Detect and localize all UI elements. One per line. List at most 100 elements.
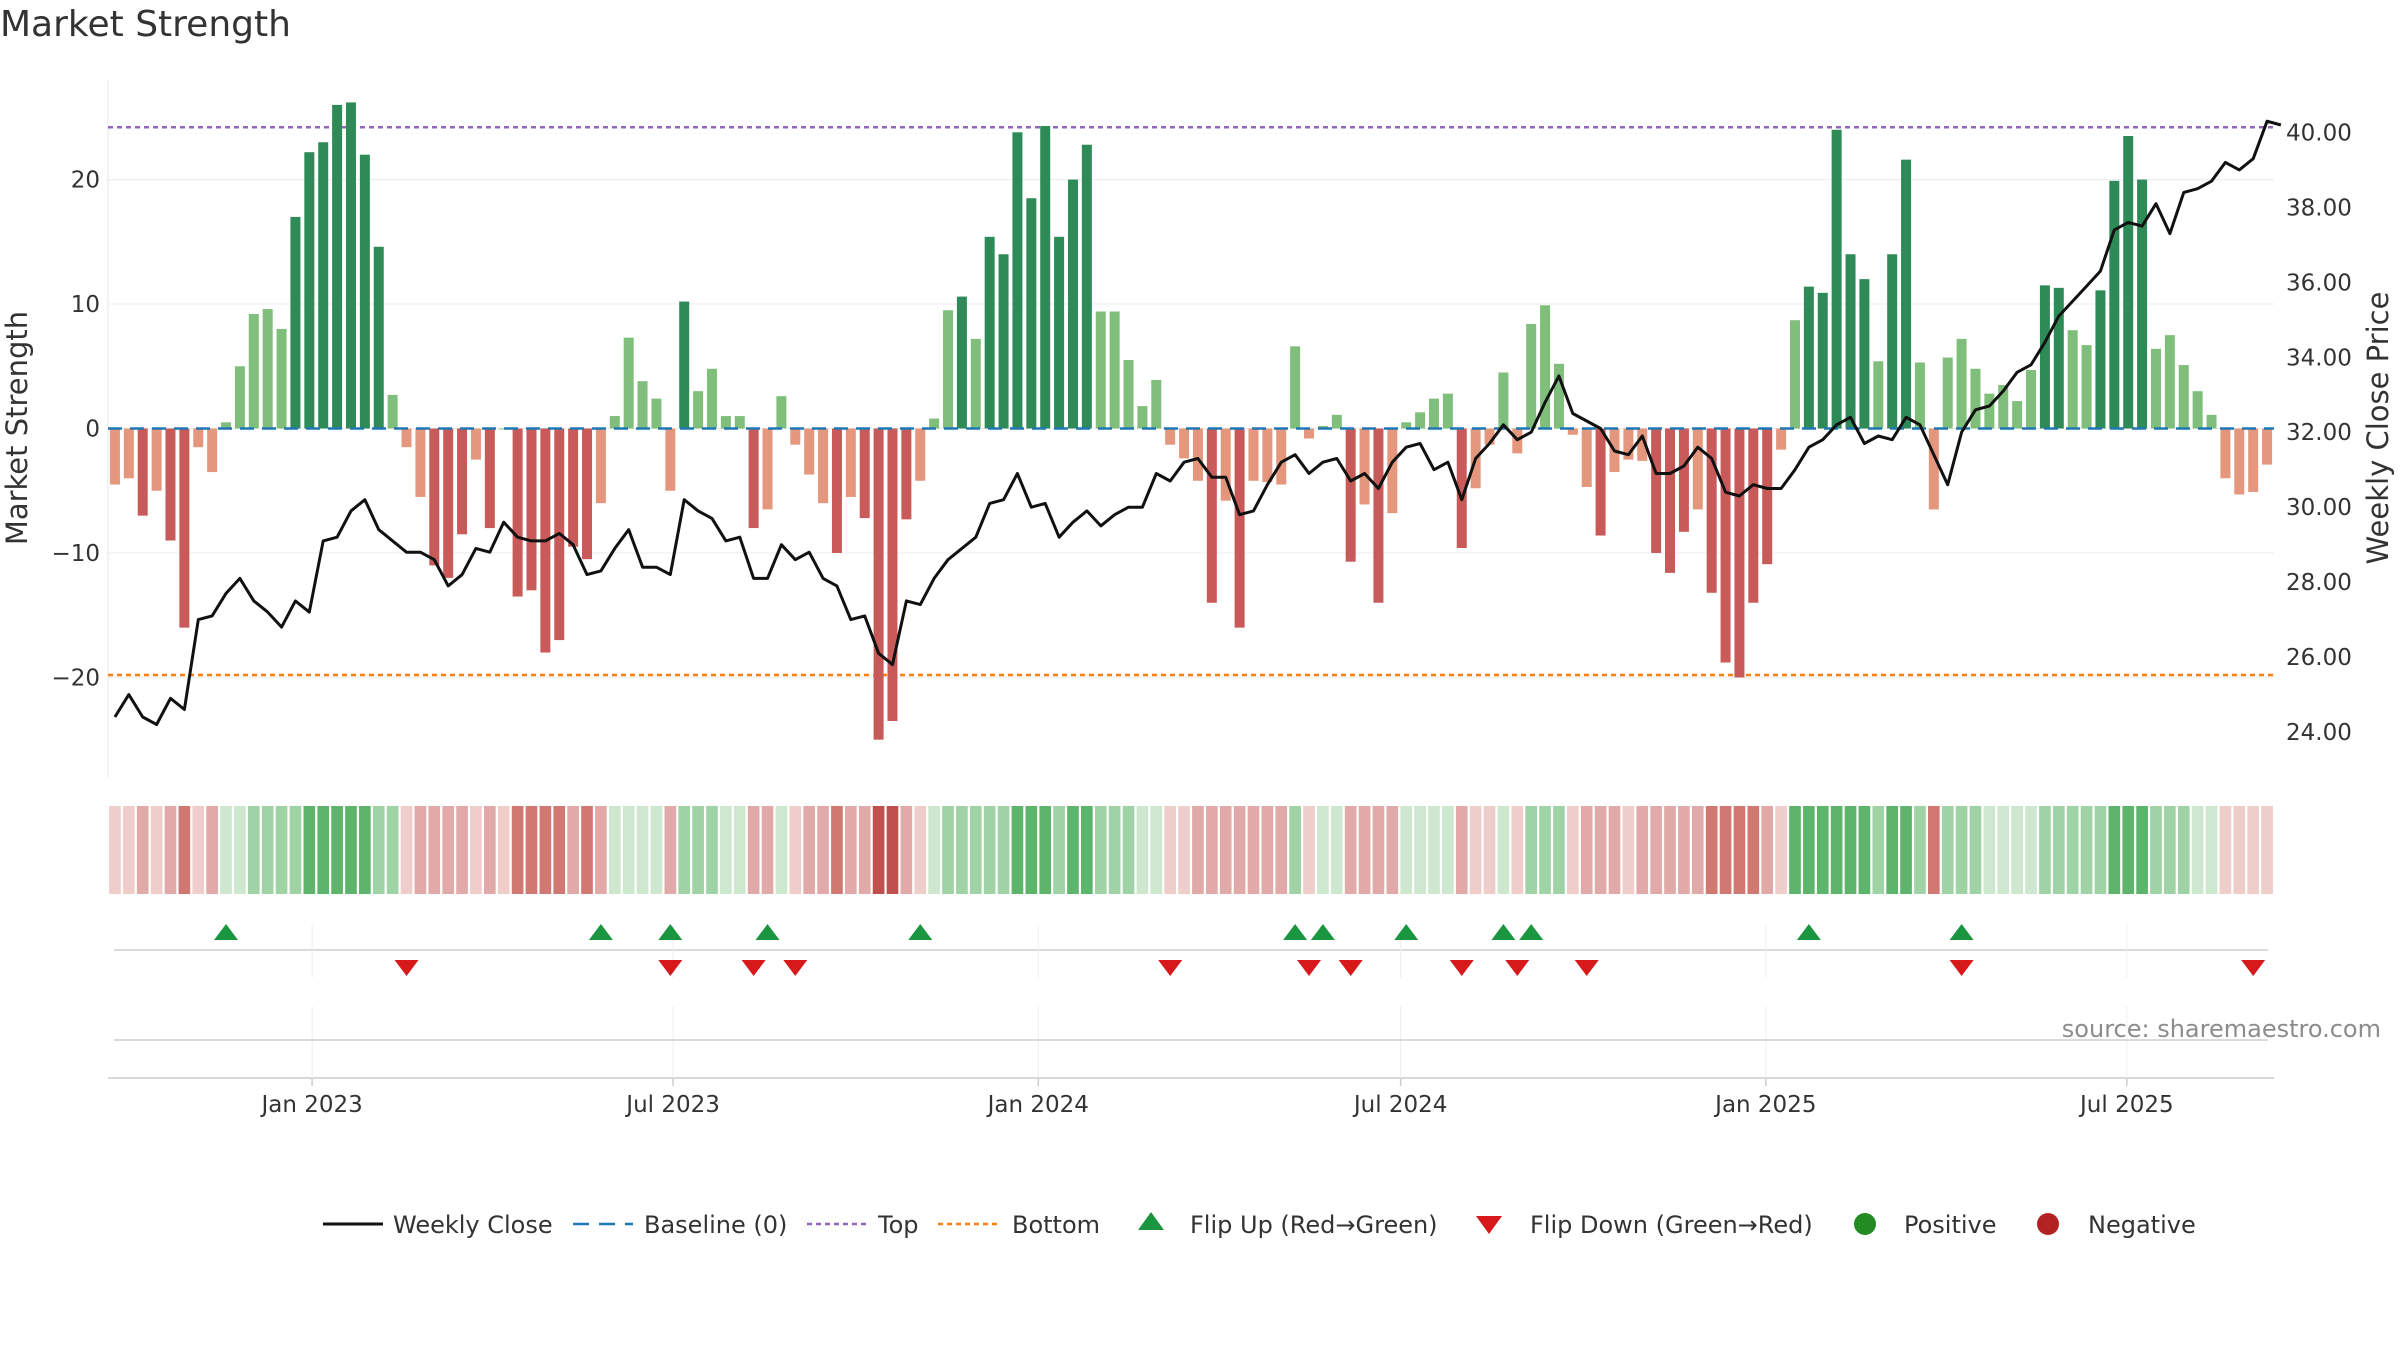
strength-bar (790, 428, 801, 445)
heat-strip-cell (678, 806, 691, 894)
heat-strip-cell (969, 806, 982, 894)
strength-bar (998, 254, 1009, 429)
strength-bar (734, 416, 745, 429)
flip-up-marker (1796, 924, 1821, 940)
strength-bar (637, 381, 648, 429)
strength-bar (1901, 159, 1912, 429)
strength-bar (1290, 346, 1301, 429)
strength-bar (1234, 428, 1245, 628)
heat-strip-cell (636, 806, 649, 894)
heat-strip-cell (1011, 806, 1024, 894)
strength-bar (1331, 414, 1342, 429)
strength-bar (1428, 398, 1439, 429)
heat-strip-cell (914, 806, 927, 894)
x-tick-label: Jan 2023 (259, 1092, 362, 1118)
strength-bar (1387, 428, 1398, 514)
strength-bar (2067, 330, 2078, 429)
heat-strip-cell (1081, 806, 1093, 894)
heat-strip-cell (372, 806, 385, 894)
heat-strip-cell (1192, 806, 1204, 894)
heat-strip-cell (345, 806, 357, 894)
strength-bar (1942, 357, 1953, 429)
flip-up-marker (908, 924, 933, 940)
y2-tick-label: 34.00 (2286, 345, 2352, 371)
strength-bar (1123, 360, 1134, 429)
heat-strip-cell (206, 806, 218, 894)
strength-bar (137, 428, 148, 516)
heat-strip-cell (1289, 806, 1301, 894)
strength-bar (2220, 428, 2231, 479)
heat-strip-cell (1247, 806, 1260, 894)
heat-strip-cell (456, 806, 468, 894)
strength-bar (970, 338, 981, 429)
heat-strip-cell (997, 806, 1010, 894)
strength-bar (2109, 180, 2120, 429)
strength-bar (387, 394, 398, 429)
heat-strip-cell (858, 806, 871, 894)
strength-bar (193, 428, 204, 448)
heat-strip-cell (1317, 806, 1329, 894)
heat-strip-cell (692, 806, 704, 894)
heat-strip-cell (595, 806, 607, 894)
heat-strip-cell (1955, 806, 1968, 894)
legend-label: Bottom (1012, 1211, 1100, 1239)
heat-strip-cell (1747, 806, 1760, 894)
strength-bar (1859, 279, 1870, 429)
heat-strip-cell (1664, 806, 1676, 894)
flip-up-marker (1491, 924, 1516, 940)
heat-strip-cell (289, 806, 302, 894)
weekly-close-line (113, 119, 2282, 726)
strength-bar (1776, 428, 1787, 450)
strength-bar (1567, 428, 1578, 435)
strength-bar (526, 428, 537, 591)
heat-strip-cell (817, 806, 829, 894)
heat-strip-cell (956, 806, 968, 894)
strength-bar (1484, 428, 1495, 445)
strength-bar (1553, 363, 1564, 429)
heat-strip-cell (789, 806, 802, 894)
flip-down-marker (2241, 960, 2266, 976)
strength-bar (1928, 428, 1939, 510)
heat-strip-cell (1122, 806, 1135, 894)
strength-bar (2150, 348, 2161, 429)
heat-strip-cell (2150, 806, 2162, 894)
strength-bar (290, 216, 301, 429)
strength-bar (1262, 428, 1273, 483)
heat-strip-cell (2136, 806, 2148, 894)
strength-bar (2026, 370, 2037, 429)
strength-bar (1276, 428, 1287, 485)
strength-bar (1817, 292, 1828, 429)
heat-strip-cell (1858, 806, 1871, 894)
legend-negative-swatch (2037, 1213, 2059, 1235)
strength-bar (2039, 285, 2050, 429)
strength-bar (234, 366, 245, 429)
strength-bar (2095, 290, 2106, 429)
heat-strip-cell (886, 806, 899, 894)
heat-strip-cell (581, 806, 593, 894)
strength-bar (1998, 384, 2009, 429)
heat-strip-cell (192, 806, 205, 894)
strength-bar (2137, 179, 2148, 429)
heat-strip-cell (1497, 806, 1510, 894)
strength-bar (2164, 335, 2175, 429)
strength-bar (595, 428, 606, 504)
heat-strip-cell (1205, 806, 1218, 894)
strength-bar (1637, 428, 1648, 461)
heat-strip-cell (2122, 806, 2135, 894)
legend-positive-swatch (1854, 1213, 1876, 1235)
flip-up-marker (755, 924, 780, 940)
x-tick-label: Jan 2024 (986, 1092, 1089, 1118)
strength-bar (512, 428, 523, 597)
strength-bar (151, 428, 162, 491)
strength-bar (623, 337, 634, 429)
heat-strip-cell (928, 806, 940, 894)
y2-tick-label: 26.00 (2286, 645, 2352, 671)
strength-bar (179, 428, 190, 628)
strength-bar (1651, 428, 1662, 553)
heat-strip-cell (1414, 806, 1426, 894)
heat-strip-cell (1344, 806, 1357, 894)
heat-strip-cell (775, 806, 788, 894)
heat-strip-cell (1719, 806, 1732, 894)
strength-bar (429, 428, 440, 566)
legend-label: Baseline (0) (644, 1211, 787, 1239)
